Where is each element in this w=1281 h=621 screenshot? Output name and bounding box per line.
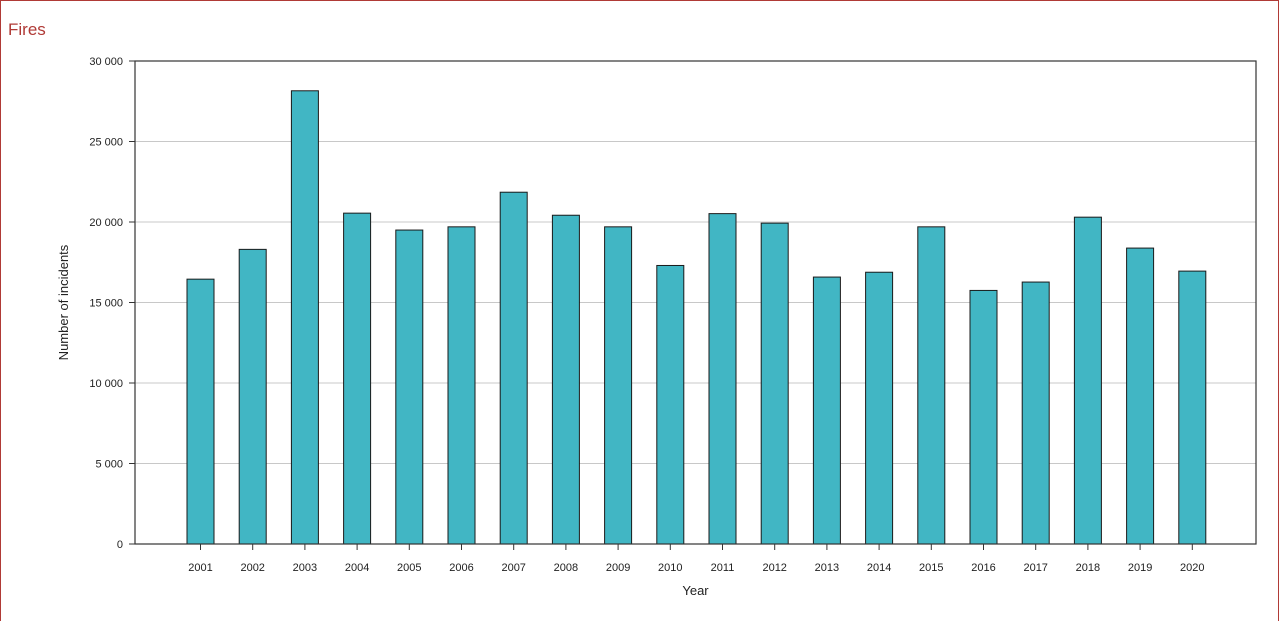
x-tick-label: 2008 xyxy=(554,562,578,574)
x-tick-label: 2016 xyxy=(971,562,995,574)
y-tick-label: 25 000 xyxy=(89,137,123,149)
x-tick-label: 2012 xyxy=(762,562,786,574)
y-tick-label: 15 000 xyxy=(89,298,123,310)
bar-2008 xyxy=(551,214,580,545)
bar-2019 xyxy=(1126,247,1155,545)
bar-2020 xyxy=(1178,270,1207,545)
x-tick-label: 2014 xyxy=(867,562,891,574)
x-axis-ticks: 2001 2002 2003 2004 2005 2006 2007 2008 2009 2010… xyxy=(188,544,1205,574)
x-tick-label: 2020 xyxy=(1180,562,1204,574)
y-axis-ticks: 0 5 000 10 000 15 000 20 000 25 000 30 000 xyxy=(89,56,135,551)
bar-2001 xyxy=(186,278,215,545)
x-tick-label: 2010 xyxy=(658,562,682,574)
x-tick-label: 2001 xyxy=(188,562,212,574)
bar-2013 xyxy=(812,276,841,545)
bar-2014 xyxy=(865,271,894,545)
y-tick-label: 0 xyxy=(117,539,123,551)
bar-2017 xyxy=(1021,281,1050,545)
x-tick-label: 2019 xyxy=(1128,562,1152,574)
x-tick-label: 2011 xyxy=(711,562,735,574)
y-tick-label: 30 000 xyxy=(89,56,123,68)
bar-2004 xyxy=(343,212,372,545)
bar-2007 xyxy=(499,191,528,545)
bar-2011 xyxy=(708,213,737,545)
x-tick-label: 2018 xyxy=(1076,562,1100,574)
bar-2015 xyxy=(917,226,946,545)
bar-2002 xyxy=(238,248,267,545)
bar-2018 xyxy=(1073,216,1102,545)
x-tick-label: 2007 xyxy=(501,562,525,574)
y-tick-label: 10 000 xyxy=(89,378,123,390)
x-tick-label: 2013 xyxy=(815,562,839,574)
x-tick-label: 2006 xyxy=(449,562,473,574)
bar-2006 xyxy=(447,226,476,545)
x-tick-label: 2009 xyxy=(606,562,630,574)
x-axis-title: Year xyxy=(682,583,709,598)
bar-2009 xyxy=(604,226,633,545)
x-tick-label: 2004 xyxy=(345,562,369,574)
grid-lines xyxy=(135,141,1256,464)
x-tick-label: 2017 xyxy=(1023,562,1047,574)
y-axis-title: Number of incidents xyxy=(56,244,71,360)
bar-2016 xyxy=(969,289,998,545)
bar-2005 xyxy=(395,229,424,545)
x-tick-label: 2003 xyxy=(293,562,317,574)
bar-2012 xyxy=(760,222,789,545)
x-tick-label: 2002 xyxy=(240,562,264,574)
x-tick-label: 2015 xyxy=(919,562,943,574)
y-tick-label: 5 000 xyxy=(95,459,123,471)
y-tick-label: 20 000 xyxy=(89,217,123,229)
bar-2003 xyxy=(290,90,319,545)
bars xyxy=(186,90,1207,545)
panel-title: Fires xyxy=(8,20,46,39)
bar-2010 xyxy=(656,264,685,545)
x-tick-label: 2005 xyxy=(397,562,421,574)
